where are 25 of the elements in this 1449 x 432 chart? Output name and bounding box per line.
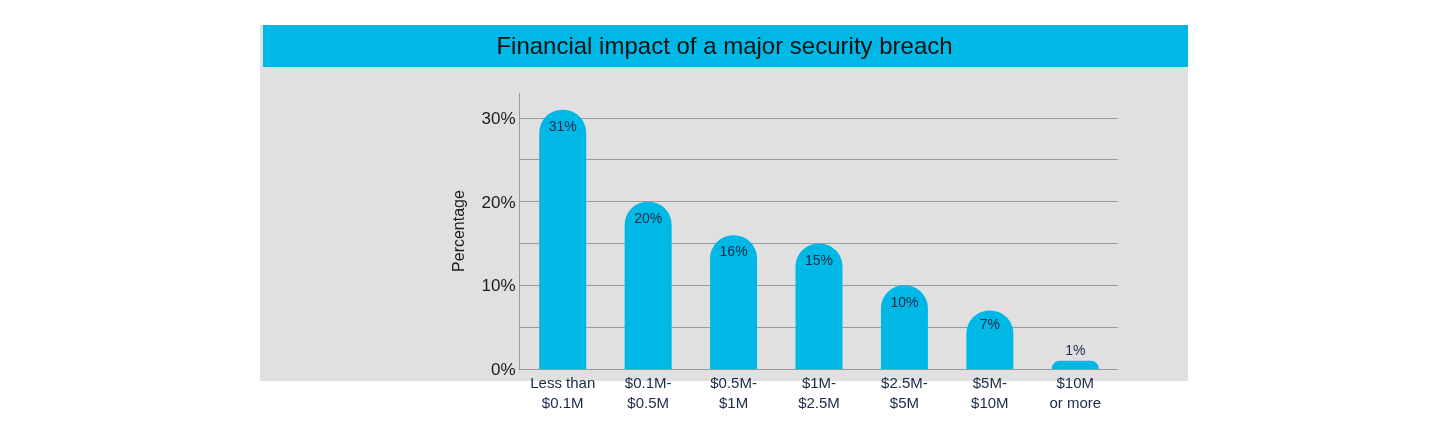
bar <box>795 243 843 369</box>
x-tick-label: $5M- $10M <box>971 374 1009 411</box>
y-axis-title: Percentage <box>450 189 468 272</box>
x-tick-label: $10M or more <box>1049 374 1102 411</box>
bar <box>624 201 672 369</box>
y-tick-label: 0% <box>491 359 516 379</box>
y-tick-label: 10% <box>481 276 516 296</box>
y-tick-label: 20% <box>481 192 516 212</box>
data-label: 16% <box>719 243 748 260</box>
data-label: 7% <box>979 315 1000 332</box>
bar <box>880 285 928 369</box>
data-label: 10% <box>890 293 919 310</box>
x-tick-label: $2.5M- $5M <box>881 374 928 411</box>
x-tick-label: Less than $0.1M <box>530 374 596 411</box>
data-label: 20% <box>634 209 663 226</box>
data-label: 31% <box>548 117 577 134</box>
x-tick-label: $1M- $2.5M <box>798 374 840 411</box>
data-label: 1% <box>1065 341 1086 358</box>
x-tick-label: $0.1M- $0.5M <box>624 374 672 411</box>
chart-title: Financial impact of a major security breach <box>496 32 953 60</box>
data-label: 15% <box>804 251 834 268</box>
bar <box>710 235 758 369</box>
bar <box>539 109 587 369</box>
y-tick-label: 30% <box>481 109 516 129</box>
x-tick-label: $0.5M- $1M <box>710 374 757 411</box>
